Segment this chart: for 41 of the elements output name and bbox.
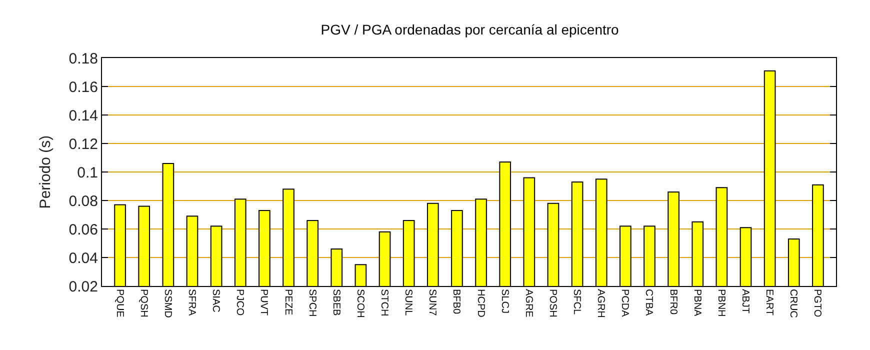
x-tick-label: BFB0 — [450, 289, 462, 314]
y-tick-label: 0.12 — [68, 136, 98, 153]
x-tick-label: PEZE — [282, 289, 294, 316]
x-tick-label: SFRA — [186, 289, 197, 316]
y-tick-label: 0.02 — [68, 278, 98, 296]
y-tick-label: 0.04 — [68, 250, 98, 267]
x-tick-label: SCOH — [354, 289, 366, 318]
x-tick-label: HCPD — [474, 289, 486, 318]
x-tick-label: PBNA — [691, 289, 702, 317]
x-tick-label: ABJT — [740, 289, 750, 314]
x-tick-label: PBNH — [715, 289, 726, 317]
chart-title: PGV / PGA ordenadas por cercanía al epicentro — [320, 21, 620, 38]
x-tick-label: SIAC — [210, 289, 222, 312]
y-tick-label: 0.06 — [68, 221, 98, 238]
x-tick-label: PGTO — [812, 289, 823, 318]
x-tick-label: AGRE — [522, 289, 534, 318]
y-tick-label: 0.14 — [68, 107, 98, 124]
x-tick-label: CTBA — [643, 289, 654, 316]
x-tick-label: PCDA — [619, 289, 630, 318]
x-tick-label: SPCH — [306, 289, 318, 317]
x-tick-label: AGRH — [595, 289, 606, 318]
x-tick-label: CRUC — [788, 289, 799, 318]
y-tick-label: 0.1 — [77, 164, 98, 182]
x-tick-label: SLCJ — [498, 289, 510, 314]
x-tick-label: SUN7 — [426, 289, 438, 316]
x-tick-label: SSMD — [162, 289, 173, 318]
x-tick-label: STCH — [378, 289, 390, 316]
x-tick-label: SBEB — [330, 289, 342, 316]
x-tick-label: PUVT — [258, 289, 270, 316]
x-tick-label: SUNL — [402, 289, 414, 316]
y-tick-label: 0.16 — [68, 78, 98, 96]
y-tick-label: 0.18 — [68, 50, 98, 68]
x-tick-label: PQSH — [138, 289, 149, 318]
x-tick-label: POSH — [546, 289, 558, 318]
x-tick-label: PQUE — [114, 289, 125, 318]
x-tick-label: EART — [764, 289, 775, 316]
y-axis-title: Periodo (s) — [37, 135, 54, 209]
x-tick-label: SFCL — [571, 289, 582, 315]
x-tick-label: BFR0 — [667, 289, 678, 315]
x-tick-label: PJCO — [234, 289, 246, 316]
y-tick-label: 0.08 — [68, 192, 98, 210]
